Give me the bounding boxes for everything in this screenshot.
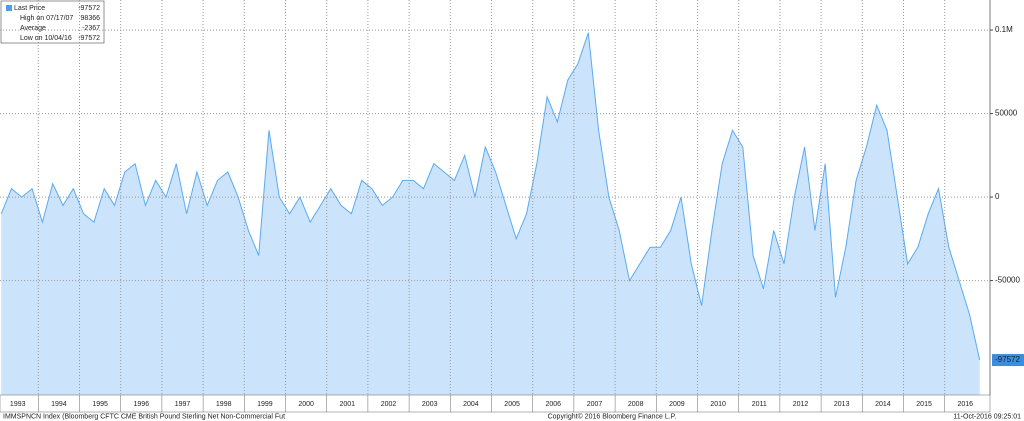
x-tick-label: 2004 xyxy=(463,401,479,408)
x-tick-label: 2009 xyxy=(669,401,685,408)
x-tick-label: 1994 xyxy=(51,401,67,408)
legend-label: Average xyxy=(20,25,46,32)
x-tick-label: 2013 xyxy=(834,401,850,408)
x-tick-label: 2003 xyxy=(422,401,438,408)
last-price-tag xyxy=(992,354,1024,367)
legend: Last Price -97572 High on 07/17/07 98366 Ave… xyxy=(0,0,105,44)
x-tick-label: 2010 xyxy=(710,401,726,408)
x-tick-label: 1997 xyxy=(175,401,191,408)
x-tick-label: 2016 xyxy=(957,401,973,408)
x-tick-label: 1995 xyxy=(92,401,108,408)
legend-label: Last Price xyxy=(14,5,45,12)
legend-value: -97572 xyxy=(78,35,100,42)
y-tick-label: -50000 xyxy=(995,276,1020,285)
x-tick-label: 2011 xyxy=(752,401,767,408)
y-tick-label: 0 xyxy=(995,192,1000,201)
x-tick-label: 1998 xyxy=(216,401,232,408)
legend-label: High on 07/17/07 xyxy=(20,15,73,22)
x-tick-label: 2008 xyxy=(628,401,644,408)
x-tick-label: 2012 xyxy=(793,401,809,408)
legend-box xyxy=(0,0,105,44)
legend-value: -2367 xyxy=(82,25,100,32)
x-tick-label: 2015 xyxy=(916,401,932,408)
x-tick-label: 2007 xyxy=(587,401,603,408)
copyright: Copyright© 2016 Bloomberg Finance L.P. xyxy=(548,412,677,420)
last-price-label: -97572 xyxy=(995,355,1020,364)
x-tick-label: 2006 xyxy=(546,401,562,408)
x-tick-label: 1993 xyxy=(10,401,26,408)
footer-title: IMMSPNCN Index (Bloomberg CFTC CME Briti… xyxy=(3,413,285,420)
plot-area xyxy=(0,32,981,396)
legend-value: 98366 xyxy=(81,15,101,22)
x-tick-label: 2000 xyxy=(298,401,314,408)
x-tick-label: 1996 xyxy=(134,401,150,408)
area-fill xyxy=(1,32,980,396)
price-line xyxy=(0,32,981,361)
legend-value: -97572 xyxy=(78,5,100,12)
timestamp: 11-Oct-2016 09:25:01 xyxy=(953,413,1021,420)
y-tick-label: 0.1M xyxy=(995,25,1013,34)
legend-label: Low on 10/04/16 xyxy=(20,35,72,42)
x-tick-label: 2005 xyxy=(504,401,520,408)
year-band xyxy=(0,394,991,413)
y-tick-label: 50000 xyxy=(995,109,1018,118)
x-tick-label: 2002 xyxy=(381,401,397,408)
x-tick-label: 1999 xyxy=(257,401,273,408)
x-tick-label: 2001 xyxy=(340,401,356,408)
legend-swatch xyxy=(6,5,12,11)
x-tick-label: 2014 xyxy=(875,401,891,408)
